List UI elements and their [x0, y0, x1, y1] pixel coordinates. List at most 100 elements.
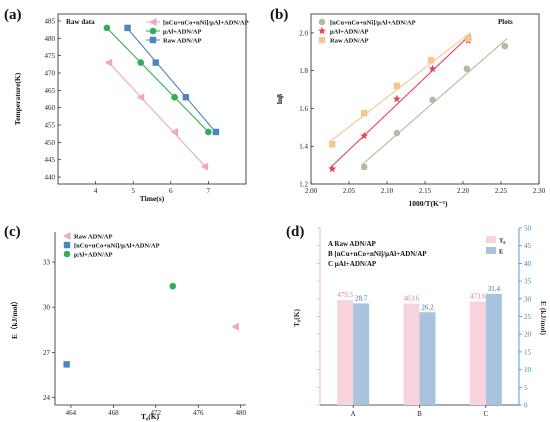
chart-c: T₀(K) E（kJ/mol） 464 468 472 476 48024273033 …: [9, 232, 246, 421]
legend-marker-c-1: [63, 241, 71, 249]
panel-label-d: (d): [286, 224, 304, 240]
ylabel-b: lnβ: [275, 94, 284, 104]
bar-label-e-B: 26.2: [421, 303, 434, 311]
data-point-a-2: [152, 59, 159, 66]
y-tick-label-b: 2.0: [299, 29, 308, 37]
data-point-b-1: [428, 64, 437, 73]
x-tick-label-c: 480: [235, 409, 246, 417]
y-tick-label-right-d: 25: [524, 313, 532, 321]
x-tick-label-c: 468: [108, 409, 119, 417]
legend-marker-a-1: [149, 27, 157, 35]
series-line-b-1: [329, 34, 471, 169]
x-tick-label-c: 472: [151, 409, 162, 417]
legend-label-c-2: μAl+ADN/AP: [74, 251, 112, 258]
category-note-b: B [nCu+nCo+nNi]/μAl+ADN/AP: [328, 250, 427, 258]
ylabel-c: E（kJ/mol）: [9, 297, 19, 339]
bar-e-B: [419, 312, 436, 405]
legend-label-d-1: E: [499, 249, 503, 256]
data-point-a-0: [136, 93, 145, 102]
legend-marker-c-0: [63, 232, 71, 240]
data-point-b-2: [393, 82, 401, 89]
data-point-b-0: [463, 65, 471, 73]
data-point-a-2: [124, 24, 131, 32]
x-tick-label-a: 6: [169, 187, 173, 195]
x-tick-label-d: C: [483, 410, 488, 418]
y-tick-label-a: 485: [45, 17, 56, 25]
y-tick-label-a: 465: [45, 87, 56, 95]
data-point-c-1: [63, 361, 70, 368]
bar-label-t0-A: 479.5: [337, 291, 353, 299]
annotation-a: Raw data: [66, 18, 95, 26]
y-tick-label-right-d: 5: [524, 384, 528, 392]
data-point-b-2: [465, 35, 472, 42]
y-tick-label-b: 1.6: [299, 105, 308, 113]
chart-d: T₀(K) E (kJ/mol) A Raw ADN/AP B [nCu+nCo…: [292, 225, 548, 419]
x-tick-label-a: 7: [207, 187, 211, 195]
legend-marker-b-0: [318, 18, 326, 26]
bar-t0-C: [469, 301, 486, 405]
legend-marker-a-0: [149, 18, 157, 26]
data-point-b-2: [329, 141, 336, 148]
x-tick-label-b: 2.20: [457, 187, 470, 195]
xlabel-c: T₀(K): [141, 412, 160, 421]
legend-label-c-1: [nCu+nCo+nNi]/μAl+ADN/AP: [74, 242, 160, 249]
x-tick-label-b: 2.30: [533, 187, 546, 195]
y-tick-label-c: 24: [43, 394, 51, 402]
data-point-a-0: [200, 162, 209, 171]
data-point-a-2: [182, 94, 190, 101]
x-tick-label-c: 464: [66, 409, 77, 417]
legend-label-c-0: Raw ADN/AP: [74, 233, 112, 240]
x-tick-label-b: 2.05: [343, 187, 356, 195]
plot-frame-a: [57, 13, 247, 185]
panel-label-c: (c): [4, 224, 21, 240]
data-point-b-1: [392, 94, 401, 103]
y-tick-label-a: 480: [45, 35, 56, 43]
series-line-b-2: [329, 31, 471, 143]
y-tick-label-a: 475: [45, 52, 56, 60]
data-point-a-0: [170, 127, 179, 136]
y-tick-label-c: 33: [43, 259, 51, 267]
xlabel-b: 1000/T(K⁻¹): [408, 199, 448, 208]
legend-label-b-2: Raw ADN/AP: [330, 37, 368, 44]
x-tick-label-a: 4: [94, 187, 98, 195]
y-tick-label-c: 30: [43, 304, 51, 312]
x-tick-label-a: 5: [131, 187, 135, 195]
legend-label-b-1: μAl+ADN/AP: [330, 28, 368, 35]
data-point-c-2: [169, 282, 177, 290]
x-tick-label-d: A: [351, 410, 356, 418]
y-tick-label-right-d: 0: [524, 402, 528, 410]
legend-marker-a-2: [149, 36, 157, 44]
y-tick-label-b: 1.2: [299, 181, 308, 189]
ylabel-a: Temperature(K): [13, 72, 22, 125]
x-tick-label-b: 2.25: [495, 187, 508, 195]
chart-b: Plots 1000/T(K⁻¹) lnβ 2.00 2.05 2.10 2.15 2.…: [275, 13, 546, 208]
ylabel-right-d: E (kJ/mol): [539, 301, 548, 335]
legend-marker-c-2: [63, 250, 71, 258]
y-tick-label-b: 1.4: [299, 143, 308, 151]
y-tick-label-right-d: 35: [524, 278, 532, 286]
data-point-c-0: [231, 322, 239, 331]
y-tick-label-c: 27: [43, 349, 51, 357]
data-point-a-1: [205, 128, 212, 136]
annotation-b: Plots: [498, 18, 513, 26]
data-point-b-1: [360, 131, 369, 140]
category-note-c: C μAl+ADN/AP: [328, 260, 377, 268]
y-tick-label-right-d: 30: [524, 295, 532, 303]
y-tick-label-right-d: 15: [524, 348, 532, 356]
data-point-b-0: [501, 42, 509, 50]
legend-label-a-1: μAl+ADN/AP: [163, 28, 201, 35]
bar-e-C: [485, 293, 502, 405]
bar-t0-B: [403, 303, 420, 405]
x-tick-label-d: B: [417, 410, 422, 418]
y-tick-label-a: 470: [45, 69, 56, 77]
data-point-b-0: [393, 129, 401, 137]
panel-label-a: (a): [4, 7, 22, 23]
data-point-b-1: [328, 164, 337, 173]
x-tick-label-b: 2.00: [305, 187, 318, 195]
xlabel-a: Time(s): [140, 194, 165, 203]
x-tick-label-b: 2.10: [381, 187, 394, 195]
y-tick-label-right-d: 50: [524, 225, 532, 233]
legend-label-a-0: [nCu+nCo+nNi]/μAl+ADN/AP: [163, 19, 249, 26]
y-tick-label-a: 440: [45, 174, 56, 182]
bar-t0-A: [337, 300, 354, 405]
